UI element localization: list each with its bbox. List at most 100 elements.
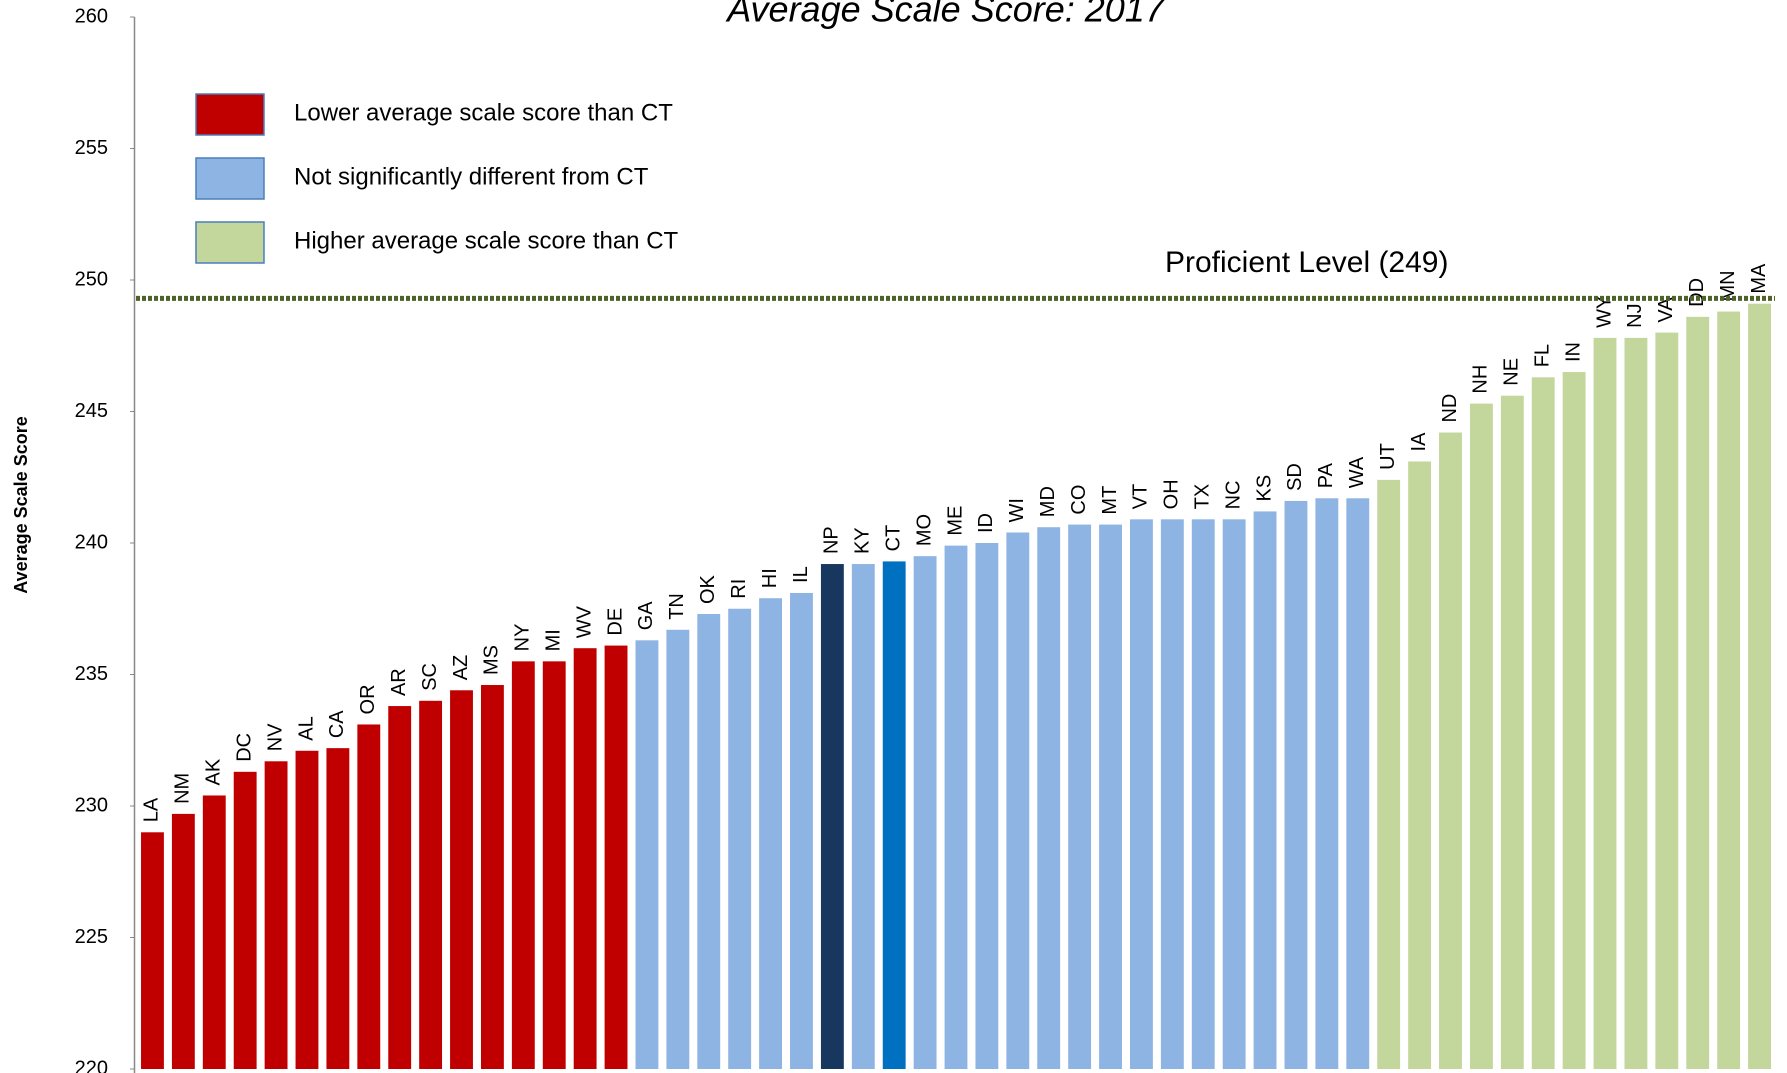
bar-category-label: WV — [573, 605, 595, 638]
chart-title: Average Scale Score: 2017 — [725, 0, 1167, 30]
bar — [790, 592, 813, 1069]
legend-label: Not significantly different from CT — [294, 163, 649, 190]
bar-category-label: NH — [1470, 365, 1492, 394]
bar — [1531, 377, 1555, 1069]
bar — [542, 661, 566, 1069]
bar-category-label: VT — [1130, 484, 1152, 510]
bar — [1408, 461, 1432, 1070]
bar — [1439, 432, 1462, 1069]
bar-category-label: TN — [666, 593, 688, 620]
bar-category-label: ND — [1439, 394, 1461, 423]
bar — [1253, 511, 1277, 1069]
bar-category-label: TX — [1192, 484, 1214, 510]
bar — [851, 564, 875, 1069]
bar-category-label: AR — [388, 668, 410, 696]
y-tick-label: 220 — [75, 1057, 108, 1073]
bar — [1222, 519, 1246, 1069]
bar-category-label: MN — [1717, 270, 1739, 301]
bar-category-label: WA — [1346, 456, 1368, 488]
bar — [820, 564, 844, 1069]
bar-category-label: KY — [852, 527, 874, 554]
bar-category-label: DE — [604, 608, 626, 636]
bar-category-label: CA — [326, 710, 348, 738]
bar — [728, 608, 752, 1069]
bar — [1315, 498, 1339, 1069]
bar-category-label: IA — [1408, 432, 1430, 452]
bar — [697, 614, 721, 1069]
bar — [975, 543, 999, 1069]
bar — [604, 645, 628, 1069]
bar-category-label: MD — [1037, 486, 1059, 517]
bar-category-label: MS — [481, 645, 503, 675]
legend-swatch — [195, 157, 265, 200]
bar-category-label: FL — [1531, 344, 1553, 367]
y-tick-label: 240 — [75, 531, 108, 553]
bar-category-label: NP — [821, 526, 843, 554]
bar — [1686, 316, 1710, 1069]
bar — [233, 771, 257, 1069]
bar-category-label: KS — [1253, 475, 1275, 502]
bar-category-label: HI — [759, 568, 781, 588]
legend-label: Higher average scale score than CT — [294, 227, 679, 254]
bar — [759, 598, 783, 1069]
bar-category-label: NM — [172, 773, 194, 804]
y-tick-label: 235 — [75, 663, 108, 685]
bar — [419, 700, 443, 1069]
bar-category-label: PA — [1315, 462, 1337, 488]
bar-category-label: AK — [203, 758, 225, 785]
bar — [666, 629, 690, 1069]
bar-category-label: MO — [913, 514, 935, 546]
bar-category-label: OK — [697, 574, 719, 604]
bar — [357, 724, 381, 1069]
bar — [944, 545, 968, 1069]
bar — [1593, 337, 1617, 1069]
bar — [141, 832, 164, 1069]
bar — [635, 640, 659, 1069]
bar — [1562, 372, 1586, 1069]
bar-category-label: SD — [1284, 463, 1306, 491]
bar-category-label: CO — [1068, 485, 1090, 515]
bar — [1655, 332, 1679, 1070]
bar-category-label: DC — [233, 733, 255, 762]
y-tick-label: 230 — [75, 794, 108, 816]
legend-swatch — [195, 93, 265, 136]
bar — [1500, 395, 1524, 1070]
bar — [1129, 519, 1153, 1069]
bar-category-label: GA — [635, 601, 657, 631]
bar — [1717, 311, 1741, 1069]
bar-category-label: NJ — [1624, 303, 1646, 327]
bar — [450, 690, 473, 1069]
bar-category-label: NY — [512, 624, 534, 652]
bar-category-label: AZ — [450, 655, 472, 681]
bar-category-label: IN — [1562, 342, 1584, 362]
bar — [511, 661, 535, 1069]
bar-category-label: MA — [1748, 263, 1770, 294]
bar — [1748, 303, 1771, 1069]
reference-line-label: Proficient Level (249) — [1165, 246, 1448, 279]
bar-category-label: ME — [944, 506, 966, 536]
bar — [1624, 337, 1648, 1069]
bar-category-label: WY — [1593, 296, 1615, 328]
bar — [1006, 532, 1030, 1069]
bar-category-label: CT — [882, 525, 904, 552]
bar — [573, 648, 597, 1069]
y-tick-label: 225 — [75, 926, 108, 948]
y-tick-label: 250 — [75, 268, 108, 290]
legend-label: Lower average scale score than CT — [294, 99, 673, 126]
bar — [295, 750, 319, 1069]
bar — [1037, 527, 1061, 1069]
bar — [388, 706, 412, 1069]
bar — [202, 795, 226, 1069]
bar-category-label: WI — [1006, 498, 1028, 522]
bar — [1346, 498, 1370, 1069]
bar-category-label: NC — [1222, 480, 1244, 509]
bar-category-label: LA — [141, 797, 163, 822]
y-axis-label: Average Scale Score — [11, 416, 31, 593]
bar — [1469, 403, 1493, 1069]
bar — [264, 761, 288, 1069]
bar — [1068, 524, 1092, 1069]
bar — [1377, 479, 1401, 1069]
bar-category-label: MI — [543, 629, 565, 651]
bar-category-label: OH — [1161, 479, 1183, 509]
bar-category-label: VA — [1655, 297, 1677, 323]
